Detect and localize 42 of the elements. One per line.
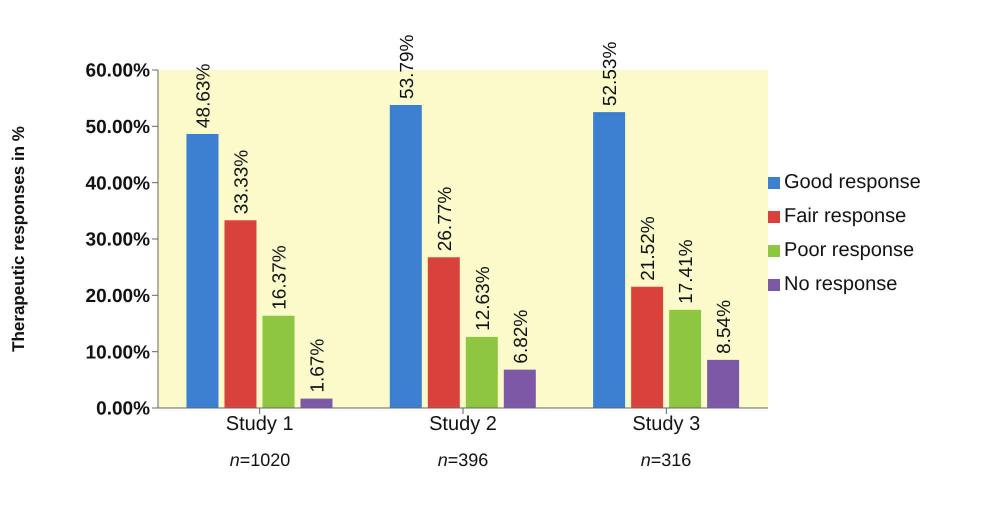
y-tick-label: 10.00% [86,342,150,364]
y-tick-label: 30.00% [86,230,150,251]
bar [466,336,498,408]
data-label: 26.77% [434,186,456,252]
x-tick-label: Study 2 [429,413,497,436]
data-label: 17.41% [676,239,698,304]
bar [300,398,332,408]
x-tick-label: Study 1 [226,413,294,436]
bar [224,220,256,408]
bar [390,104,422,408]
bar [593,112,626,408]
legend-label: Good response [784,171,921,193]
bar [428,257,460,408]
bar [669,310,702,408]
data-label: 1.67% [307,338,328,393]
text: n=316 [641,450,692,470]
bar [707,360,740,408]
data-label: 52.53% [600,42,622,106]
legend-label: Poor response [784,239,914,261]
bar [504,370,536,408]
bar [262,316,294,408]
data-label: 21.52% [638,216,660,281]
y-tick-label: 0.00% [96,398,150,420]
bar [186,134,218,408]
y-tick-label: 60.00% [86,60,150,82]
data-label: 16.37% [269,245,290,310]
y-tick-label: 50.00% [86,117,150,138]
bar [631,286,664,408]
data-label: 12.63% [472,266,494,331]
data-label: 6.82% [510,310,532,364]
data-label: 53.79% [396,34,418,99]
data-label: 48.63% [193,64,214,128]
x-tick-label: Study 3 [632,413,700,436]
y-axis-title: Therapeutic responses in % [9,126,28,352]
data-label: 8.54% [714,300,736,354]
y-tick-label: 40.00% [86,173,150,194]
legend-label: Fair response [784,205,906,227]
y-tick-label: 20.00% [86,286,150,308]
data-label: 33.33% [231,150,252,214]
text: n=396 [438,450,488,470]
legend-label: No response [784,273,898,295]
text: n=1020 [229,450,290,470]
